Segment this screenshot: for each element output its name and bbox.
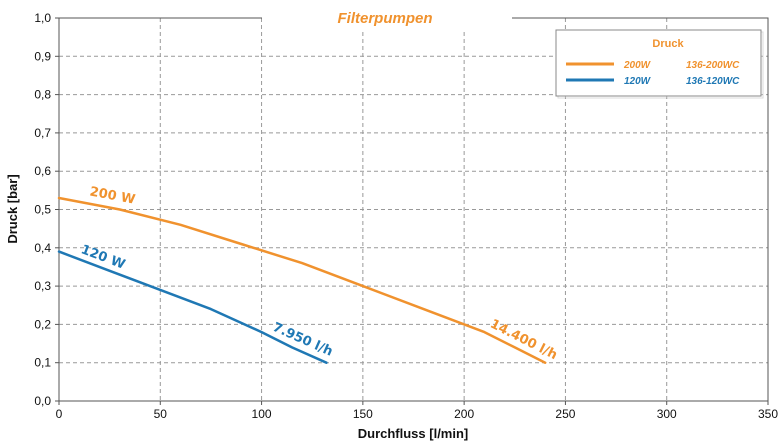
x-tick-label: 50 [154,407,168,421]
legend-label-120w: 120W [624,76,652,87]
x-tick-label: 350 [758,407,778,421]
legend: Druck 200W 136-200WC 120W 136-120WC [555,29,764,99]
y-tick-label: 0,8 [34,88,51,102]
chart-title-background [262,6,512,32]
y-tick-label: 0,3 [34,279,51,293]
chart-title: Filterpumpen [337,10,432,27]
curve-label-end-1: 7.950 l/h [270,320,335,360]
y-tick-label: 0,4 [34,241,51,255]
y-tick-label: 0,5 [34,203,51,217]
x-axis-ticks: 0 50 100 150 200 250 300 350 [56,401,778,421]
y-tick-label: 0,7 [34,126,51,140]
y-tick-label: 1,0 [34,11,51,25]
legend-model-120w: 136-120WC [686,76,740,87]
series-line-1 [57,250,328,364]
y-axis-label: Druck [bar] [5,174,20,243]
y-tick-label: 0,1 [34,356,51,370]
x-tick-label: 150 [353,407,373,421]
legend-model-200w: 136-200WC [686,60,740,71]
y-tick-label: 0,6 [34,164,51,178]
series-line-0 [57,196,547,364]
series-layer [57,196,547,364]
legend-label-200w: 200W [623,60,652,71]
x-tick-label: 300 [657,407,677,421]
x-axis-label: Durchfluss [l/min] [358,426,469,441]
x-tick-label: 250 [555,407,575,421]
x-tick-label: 200 [454,407,474,421]
y-tick-label: 0,2 [34,317,51,331]
x-tick-label: 0 [56,407,63,421]
y-tick-label: 0,0 [34,394,51,408]
y-tick-label: 0,9 [34,49,51,63]
y-axis-ticks: 0,0 0,1 0,2 0,3 0,4 0,5 0,6 0,7 0,8 0,9 1,0 [34,11,59,408]
x-tick-label: 100 [252,407,272,421]
legend-title: Druck [652,38,684,50]
